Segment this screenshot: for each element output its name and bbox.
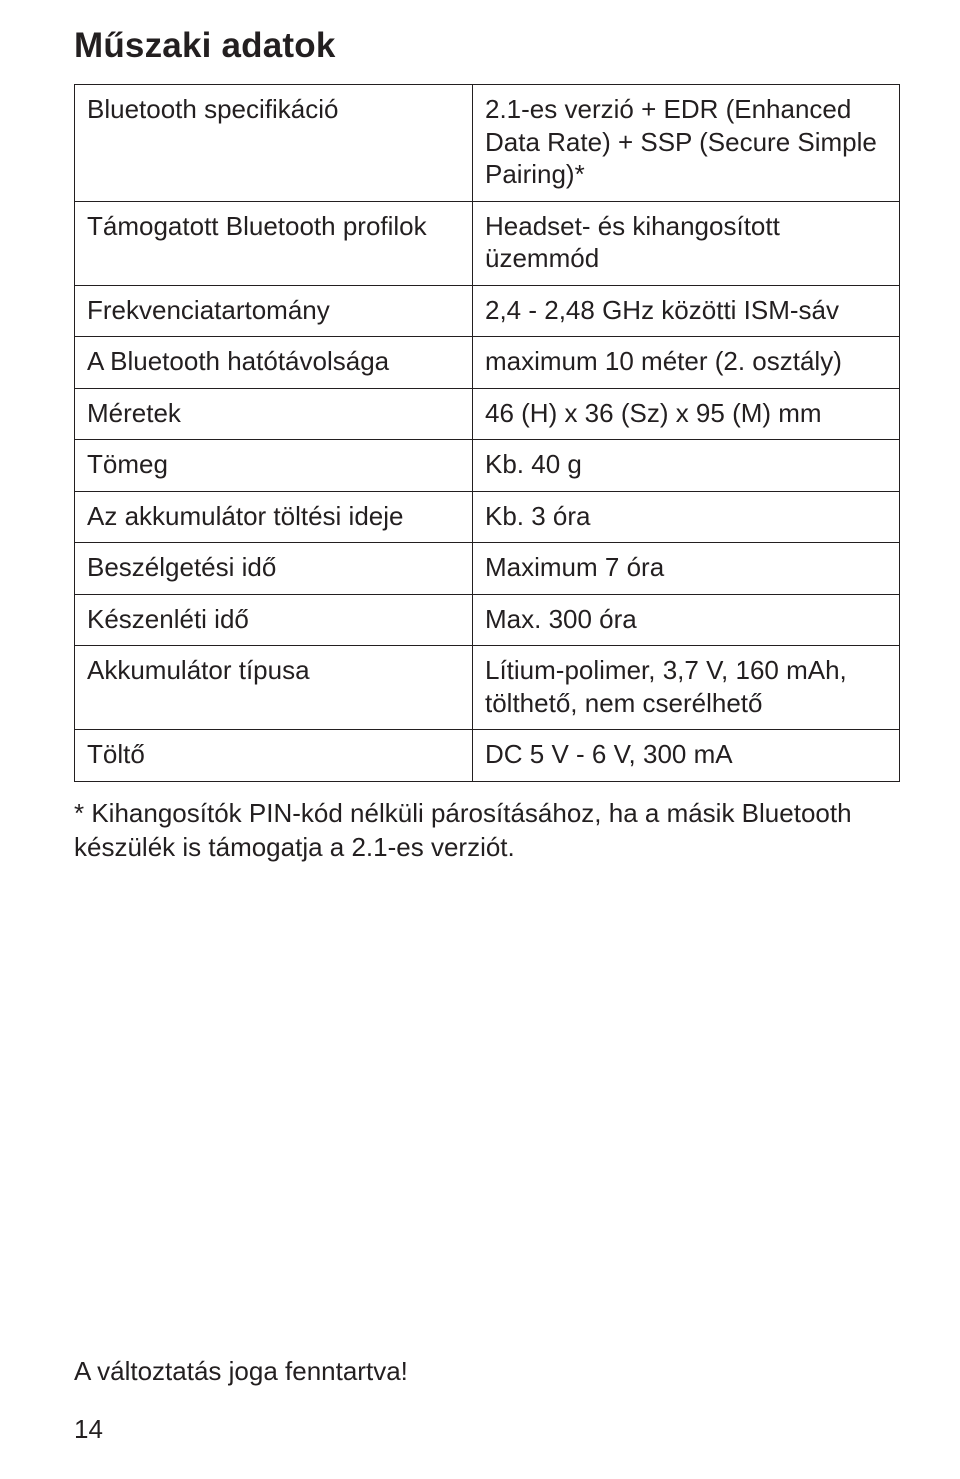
spec-label: Az akkumulátor töltési ideje — [75, 491, 473, 543]
table-row: Frekvenciatartomány 2,4 - 2,48 GHz közöt… — [75, 285, 900, 337]
spec-value: 46 (H) x 36 (Sz) x 95 (M) mm — [473, 388, 900, 440]
table-row: Tömeg Kb. 40 g — [75, 440, 900, 492]
footnote: * Kihangosítók PIN-kód nélküli párosítás… — [74, 796, 894, 865]
table-row: Akkumulátor típusa Lítium-polimer, 3,7 V… — [75, 646, 900, 730]
spec-value: maximum 10 méter (2. osztály) — [473, 337, 900, 389]
spec-label: Akkumulátor típusa — [75, 646, 473, 730]
spec-value: Headset- és kihangosított üzemmód — [473, 201, 900, 285]
table-row: Méretek 46 (H) x 36 (Sz) x 95 (M) mm — [75, 388, 900, 440]
spec-value: DC 5 V - 6 V, 300 mA — [473, 730, 900, 782]
spec-value: Lítium-polimer, 3,7 V, 160 mAh, tölthető… — [473, 646, 900, 730]
spec-value: Kb. 3 óra — [473, 491, 900, 543]
spec-label: Beszélgetési idő — [75, 543, 473, 595]
table-row: Készenléti idő Max. 300 óra — [75, 594, 900, 646]
spec-label: Tömeg — [75, 440, 473, 492]
table-row: Támogatott Bluetooth profilok Headset- é… — [75, 201, 900, 285]
spec-label: A Bluetooth hatótávolsága — [75, 337, 473, 389]
table-row: Bluetooth specifikáció 2.1-es verzió + E… — [75, 85, 900, 202]
spec-label: Frekvenciatartomány — [75, 285, 473, 337]
spec-label: Töltő — [75, 730, 473, 782]
spec-value: Maximum 7 óra — [473, 543, 900, 595]
page: Műszaki adatok Bluetooth specifikáció 2.… — [0, 0, 960, 1479]
spec-table: Bluetooth specifikáció 2.1-es verzió + E… — [74, 84, 900, 782]
table-row: Az akkumulátor töltési ideje Kb. 3 óra — [75, 491, 900, 543]
page-number: 14 — [74, 1414, 103, 1445]
table-row: A Bluetooth hatótávolsága maximum 10 mét… — [75, 337, 900, 389]
spec-value: Kb. 40 g — [473, 440, 900, 492]
change-reserved-note: A változtatás joga fenntartva! — [74, 1356, 408, 1387]
spec-label: Készenléti idő — [75, 594, 473, 646]
spec-value: Max. 300 óra — [473, 594, 900, 646]
table-row: Beszélgetési idő Maximum 7 óra — [75, 543, 900, 595]
spec-label: Méretek — [75, 388, 473, 440]
spec-value: 2,4 - 2,48 GHz közötti ISM-sáv — [473, 285, 900, 337]
table-row: Töltő DC 5 V - 6 V, 300 mA — [75, 730, 900, 782]
spec-value: 2.1-es verzió + EDR (Enhanced Data Rate)… — [473, 85, 900, 202]
spec-label: Támogatott Bluetooth profilok — [75, 201, 473, 285]
page-title: Műszaki adatok — [74, 26, 900, 66]
spec-label: Bluetooth specifikáció — [75, 85, 473, 202]
